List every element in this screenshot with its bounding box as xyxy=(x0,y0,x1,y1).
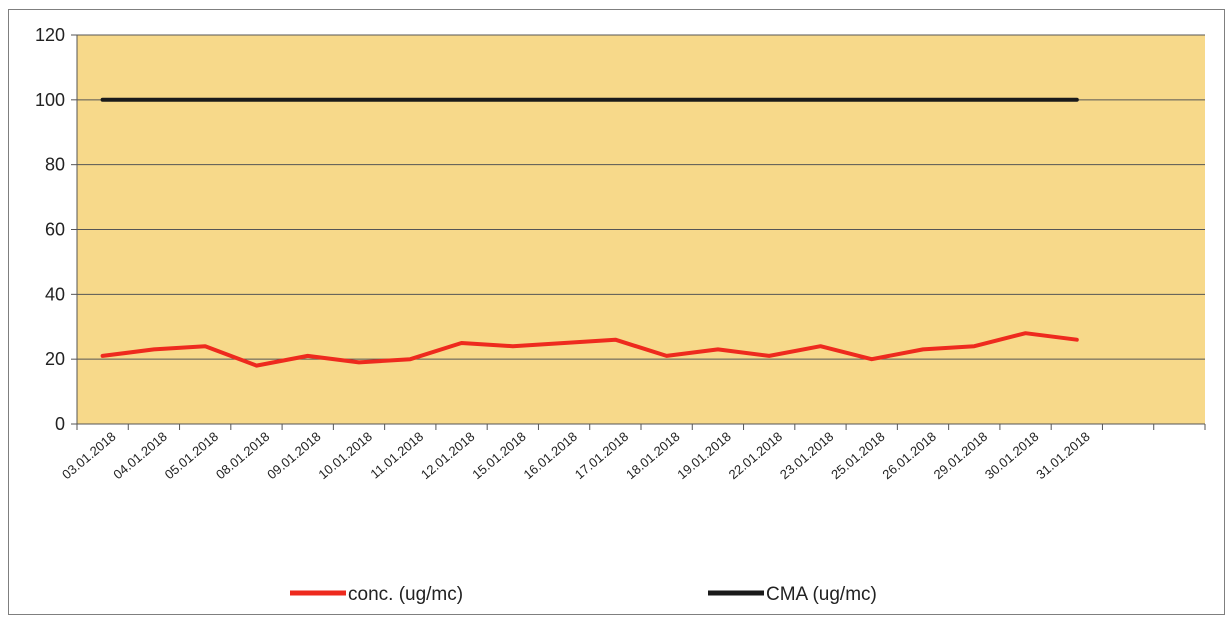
axes xyxy=(76,35,1206,430)
x-tick-label: 03.01.2018 xyxy=(59,429,118,482)
x-tick-label: 05.01.2018 xyxy=(162,429,221,482)
y-tick-label: 0 xyxy=(55,414,65,434)
y-tick-label: 120 xyxy=(35,25,65,45)
x-tick-label: 11.01.2018 xyxy=(367,429,426,482)
x-tick-label: 12.01.2018 xyxy=(418,429,477,482)
y-tick-label: 80 xyxy=(45,155,65,175)
x-tick-label: 18.01.2018 xyxy=(623,429,682,482)
x-tick-label: 16.01.2018 xyxy=(521,429,580,482)
series-lines xyxy=(100,97,1079,368)
x-tick-labels: 03.01.201804.01.201805.01.201808.01.2018… xyxy=(59,429,1093,482)
x-tick-label: 26.01.2018 xyxy=(879,429,938,482)
x-tick-label: 04.01.2018 xyxy=(110,429,169,482)
x-tick-label: 29.01.2018 xyxy=(931,429,990,482)
y-tick-label: 60 xyxy=(45,220,65,240)
x-tick-label: 09.01.2018 xyxy=(264,429,323,482)
x-tick-label: 25.01.2018 xyxy=(828,429,887,482)
x-tick-label: 08.01.2018 xyxy=(213,429,272,482)
x-tick-label: 15.01.2018 xyxy=(469,429,528,482)
y-tick-label: 100 xyxy=(35,90,65,110)
series-line xyxy=(100,331,1079,368)
legend-label: CMA (ug/mc) xyxy=(766,584,877,605)
legend-label: conc. (ug/mc) xyxy=(348,584,463,605)
legend: conc. (ug/mc) CMA (ug/mc) xyxy=(290,584,877,605)
x-tick-label: 23.01.2018 xyxy=(777,429,836,482)
x-tick-label: 30.01.2018 xyxy=(982,429,1041,482)
y-tick-label: 40 xyxy=(45,284,65,304)
y-tick-label: 20 xyxy=(45,349,65,369)
x-tick-label: 17.01.2018 xyxy=(572,429,631,482)
x-tick-label: 31.01.2018 xyxy=(1033,429,1092,482)
x-tick-label: 10.01.2018 xyxy=(315,429,374,482)
x-tick-label: 19.01.2018 xyxy=(674,429,733,482)
x-tick-label: 22.01.2018 xyxy=(726,429,785,482)
y-tick-labels: 0 20 40 60 80 100 120 xyxy=(35,25,65,434)
